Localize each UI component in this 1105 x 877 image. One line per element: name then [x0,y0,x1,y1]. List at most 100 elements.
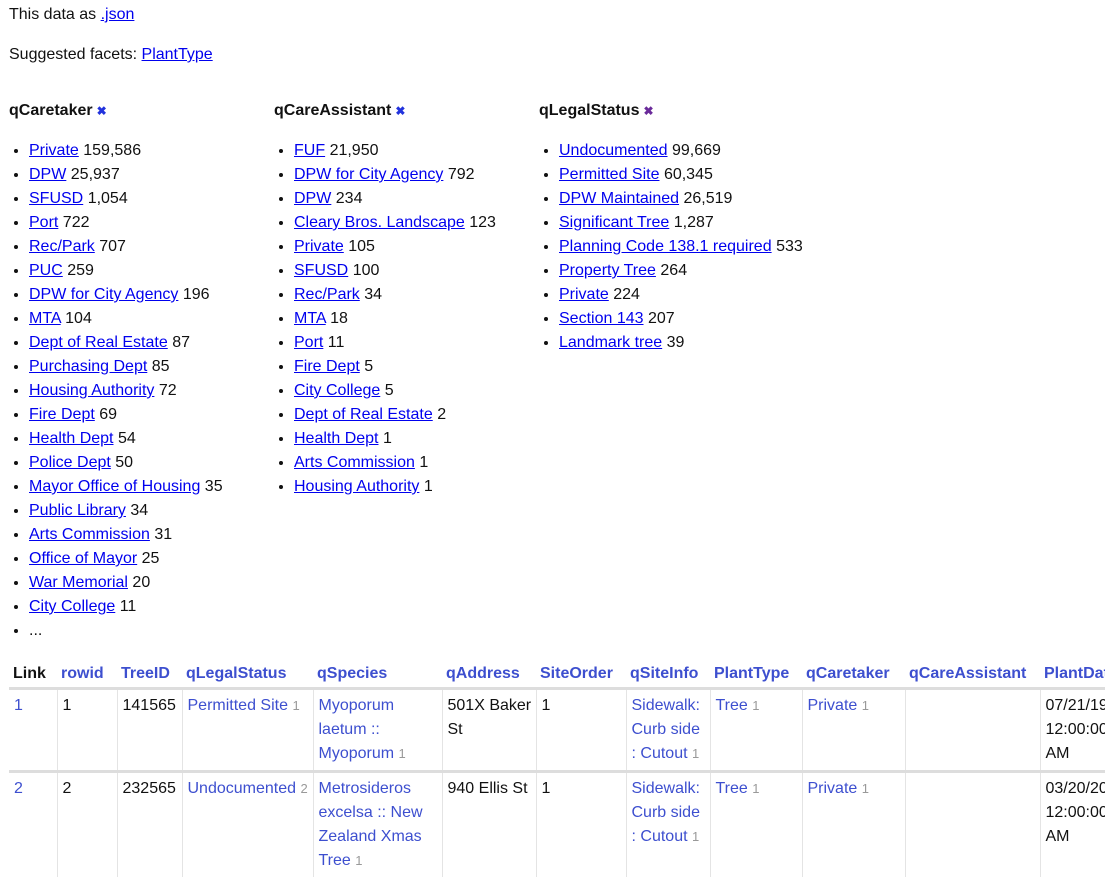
facet-value-link[interactable]: Significant Tree [559,214,669,231]
facet-value-link[interactable]: MTA [294,310,326,327]
facet-item: Office of Mayor 25 [29,547,274,571]
facet-value-link[interactable]: Fire Dept [29,406,95,423]
facet-value-link[interactable]: Rec/Park [29,238,95,255]
facet-value-link[interactable]: DPW for City Agency [29,286,178,303]
facet-value-link[interactable]: SFUSD [294,262,348,279]
facet-value-link[interactable]: Tree [716,780,748,797]
facet-more[interactable]: ... [29,619,274,643]
facet-value-link[interactable]: Housing Authority [29,382,154,399]
facet-count: 85 [152,358,170,375]
cell-value: 141565 [123,697,176,714]
facet-value-link[interactable]: Sidewalk: Curb side : Cutout [632,697,700,762]
facet-value-link[interactable]: Housing Authority [294,478,419,495]
facet-count: 34 [130,502,148,519]
facet-value-link[interactable]: Private [808,697,858,714]
facet-value-link[interactable]: Property Tree [559,262,656,279]
row-link[interactable]: 2 [14,780,23,797]
facet-item: Permitted Site 60,345 [559,163,804,187]
facet-value-link[interactable]: War Memorial [29,574,128,591]
column-header-qaddress[interactable]: qAddress [442,660,536,689]
facet-value-link[interactable]: Health Dept [29,430,114,447]
facet-value-link[interactable]: Mayor Office of Housing [29,478,200,495]
facet-value-link[interactable]: Private [559,286,609,303]
facet-item: Arts Commission 1 [294,451,539,475]
facet-item: Dept of Real Estate 2 [294,403,539,427]
facet-count: 1,054 [88,190,128,207]
facet-value-link[interactable]: Myoporum laetum :: Myoporum [319,697,395,762]
facet-value-link[interactable]: Private [29,142,79,159]
facet-value-link[interactable]: Dept of Real Estate [29,334,168,351]
facet-value-link[interactable]: Public Library [29,502,126,519]
json-link[interactable]: .json [101,6,135,23]
facet-value-link[interactable]: DPW [29,166,66,183]
facet-value-link[interactable]: Arts Commission [294,454,415,471]
facet-value-link[interactable]: Tree [716,697,748,714]
column-header-qsiteinfo[interactable]: qSiteInfo [626,660,710,689]
facet-value-link[interactable]: Private [294,238,344,255]
facet-value-link[interactable]: FUF [294,142,325,159]
facet-item: Arts Commission 31 [29,523,274,547]
column-header-planttype[interactable]: PlantType [710,660,802,689]
facet-item: City College 11 [29,595,274,619]
column-header-qlegalstatus[interactable]: qLegalStatus [182,660,313,689]
facet-value-link[interactable]: DPW for City Agency [294,166,443,183]
facet-value-link[interactable]: Purchasing Dept [29,358,147,375]
facet-value-link[interactable]: Fire Dept [294,358,360,375]
column-header-rowid[interactable]: rowid [57,660,117,689]
facet-value-link[interactable]: DPW [294,190,331,207]
cell-value: 501X Baker St [448,697,532,738]
facet-value-link[interactable]: Landmark tree [559,334,662,351]
facet-value-link[interactable]: Undocumented [188,780,297,797]
facet-qLegalStatus: qLegalStatus✖Undocumented 99,669Permitte… [539,99,804,355]
facet-value-link[interactable]: SFUSD [29,190,83,207]
facet-value-link[interactable]: DPW Maintained [559,190,679,207]
facet-value-link[interactable]: Rec/Park [294,286,360,303]
facet-value-link[interactable]: PUC [29,262,63,279]
column-header-plantdate[interactable]: PlantDate [1040,660,1105,689]
facet-item: FUF 21,950 [294,139,539,163]
cell-link: 1 [9,689,57,772]
column-header-treeid[interactable]: TreeID [117,660,182,689]
facet-value-link[interactable]: Sidewalk: Curb side : Cutout [632,780,700,845]
facet-value-link[interactable]: Planning Code 138.1 required [559,238,772,255]
cell-careassistant [905,772,1040,877]
facet-value-link[interactable]: Metrosideros excelsa :: New Zealand Xmas… [319,780,423,869]
cell-siteorder: 1 [536,772,626,877]
facet-value-link[interactable]: Private [808,780,858,797]
facet-value-link[interactable]: Permitted Site [188,697,288,714]
facet-value-link[interactable]: Health Dept [294,430,379,447]
column-header-qcareassistant[interactable]: qCareAssistant [905,660,1040,689]
facet-value-link[interactable]: Dept of Real Estate [294,406,433,423]
facet-item: MTA 18 [294,307,539,331]
facet-value-link[interactable]: Port [294,334,323,351]
facet-value-link[interactable]: MTA [29,310,61,327]
remove-facet-x-icon[interactable]: ✖ [395,104,405,118]
facet-value-link[interactable]: Section 143 [559,310,644,327]
suggested-facet-planttype[interactable]: PlantType [142,46,213,63]
facet-qCareAssistant: qCareAssistant✖FUF 21,950DPW for City Ag… [274,99,539,499]
facet-value-link[interactable]: City College [29,598,115,615]
facet-count: 1 [383,430,392,447]
facet-count: 72 [159,382,177,399]
facet-value-link[interactable]: Permitted Site [559,166,659,183]
column-header-qspecies[interactable]: qSpecies [313,660,442,689]
facet-item: Rec/Park 707 [29,235,274,259]
facet-value-link[interactable]: Arts Commission [29,526,150,543]
facet-value-link[interactable]: Cleary Bros. Landscape [294,214,465,231]
facet-count: 5 [364,358,373,375]
column-header-siteorder[interactable]: SiteOrder [536,660,626,689]
facet-value-link[interactable]: City College [294,382,380,399]
facet-value-link[interactable]: Office of Mayor [29,550,137,567]
facet-count: 25,937 [71,166,120,183]
column-header-qcaretaker[interactable]: qCaretaker [802,660,905,689]
facet-value-link[interactable]: Port [29,214,58,231]
remove-facet-x-icon[interactable]: ✖ [97,104,107,118]
facet-value-link[interactable]: Police Dept [29,454,111,471]
remove-facet-x-icon[interactable]: ✖ [643,104,653,118]
row-link[interactable]: 1 [14,697,23,714]
facet-value-link[interactable]: Undocumented [559,142,668,159]
facet-qCaretaker: qCaretaker✖Private 159,586DPW 25,937SFUS… [9,99,274,643]
facet-item: Fire Dept 5 [294,355,539,379]
cell-caretaker: Private 1 [802,772,905,877]
column-header-link[interactable]: Link [9,660,57,689]
